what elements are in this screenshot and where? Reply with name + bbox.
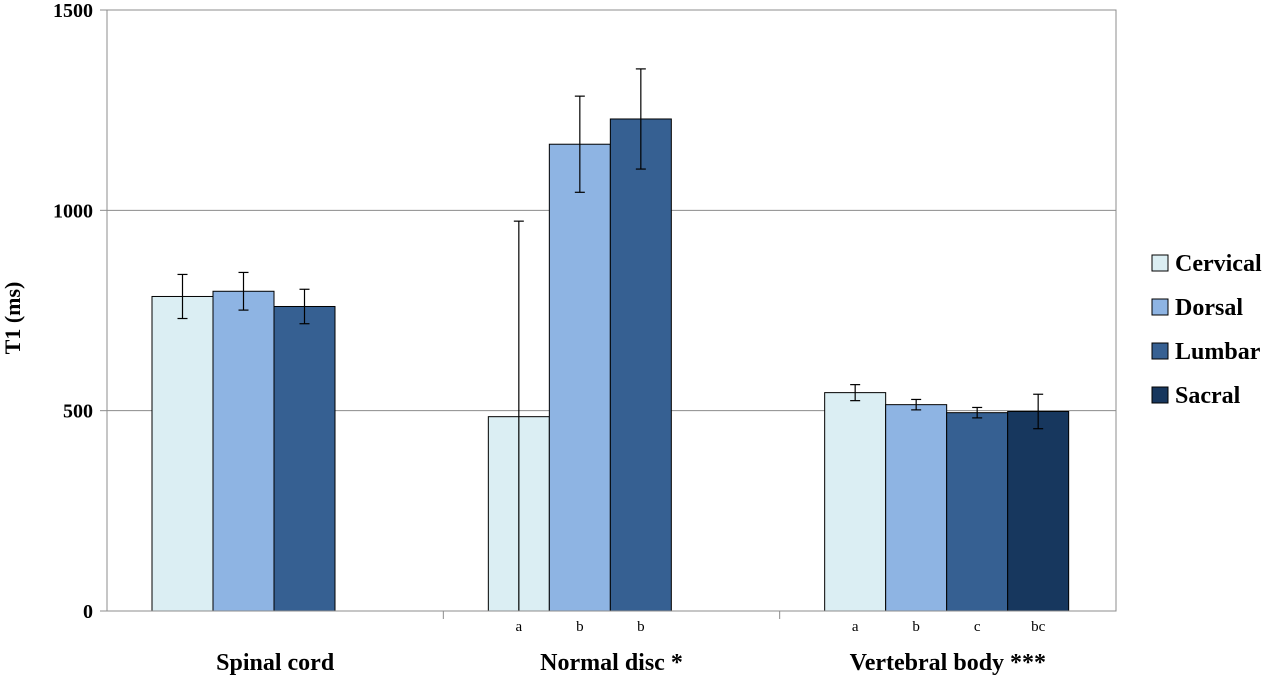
category-label: Spinal cord bbox=[216, 650, 335, 676]
significance-label: b bbox=[912, 619, 920, 635]
error-bars bbox=[177, 68, 1044, 611]
legend-swatch bbox=[1151, 386, 1169, 404]
legend-swatch bbox=[1151, 254, 1169, 272]
legend-label: Lumbar bbox=[1175, 339, 1261, 365]
bar-dorsal bbox=[885, 404, 948, 612]
bars bbox=[151, 118, 1070, 612]
bar-dorsal bbox=[548, 143, 611, 612]
significance-label: a bbox=[852, 619, 859, 635]
bar-sacral bbox=[1007, 410, 1070, 612]
significance-label: b bbox=[576, 619, 584, 635]
bar-lumbar bbox=[946, 412, 1009, 612]
significance-label: a bbox=[515, 619, 522, 635]
category-label: Vertebral body *** bbox=[850, 650, 1046, 676]
y-tick-label: 500 bbox=[63, 401, 93, 423]
bar-lumbar bbox=[609, 118, 672, 612]
axes bbox=[100, 9, 1117, 619]
bar-cervical bbox=[824, 392, 887, 612]
legend-label: Dorsal bbox=[1175, 295, 1243, 321]
legend-label: Sacral bbox=[1175, 383, 1241, 409]
significance-label: c bbox=[974, 619, 981, 635]
bar-cervical bbox=[151, 295, 214, 612]
plot-frame bbox=[106, 9, 1117, 612]
significance-label: bc bbox=[1031, 619, 1046, 635]
legend-swatch bbox=[1151, 342, 1169, 360]
category-label: Normal disc * bbox=[540, 650, 683, 676]
y-tick-label: 0 bbox=[83, 601, 93, 623]
legend-label: Cervical bbox=[1175, 251, 1262, 277]
bar-dorsal bbox=[212, 290, 275, 612]
legend-swatch bbox=[1151, 298, 1169, 316]
significance-label: b bbox=[637, 619, 645, 635]
legend: Cervical Dorsal Lumbar Sacral bbox=[1151, 251, 1262, 409]
y-tick-label: 1500 bbox=[53, 0, 93, 22]
bar-lumbar bbox=[273, 305, 336, 612]
y-tick-label: 1000 bbox=[53, 200, 93, 222]
y-axis-label: T1 (ms) bbox=[0, 282, 25, 355]
